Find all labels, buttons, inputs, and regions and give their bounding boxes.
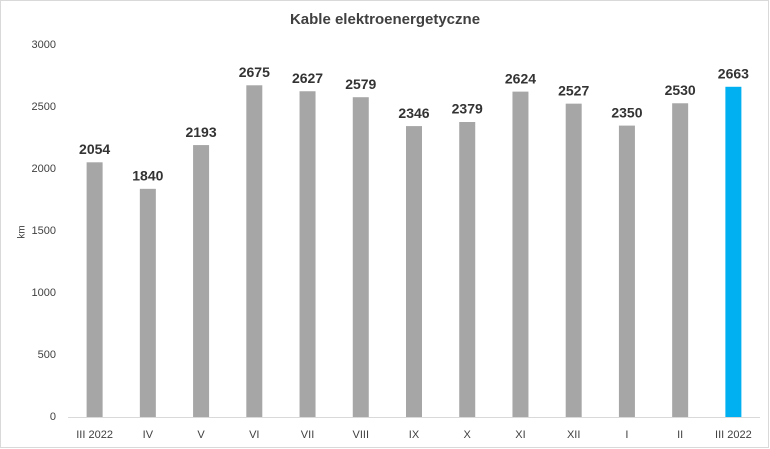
data-label: 2054	[79, 141, 110, 157]
bar	[672, 103, 689, 417]
y-tick-label: 500	[38, 349, 56, 361]
y-tick-label: 3000	[32, 39, 56, 51]
data-label: 2627	[292, 70, 323, 86]
bar	[352, 97, 369, 417]
data-label: 2350	[611, 104, 642, 120]
bar	[618, 125, 635, 417]
x-tick-label: VIII	[353, 429, 370, 441]
data-label: 2579	[345, 76, 376, 92]
x-tick-label: V	[197, 429, 205, 441]
data-label: 2663	[718, 65, 749, 81]
y-tick-label: 0	[50, 411, 56, 423]
data-label: 2379	[452, 101, 483, 117]
x-tick-label: XI	[515, 429, 525, 441]
bar	[459, 122, 476, 417]
data-label: 2193	[185, 124, 216, 140]
x-tick-label: IV	[143, 429, 154, 441]
bar	[246, 85, 263, 418]
x-tick-label: IX	[409, 429, 420, 441]
data-label: 2530	[665, 82, 696, 98]
x-tick-label: III 2022	[715, 429, 752, 441]
x-tick-label: II	[677, 429, 683, 441]
y-tick-label: 2500	[32, 101, 56, 113]
bar	[299, 91, 316, 417]
x-tick-label: III 2022	[76, 429, 113, 441]
data-label: 2346	[398, 105, 429, 121]
y-tick-label: 2000	[32, 163, 56, 175]
bar	[86, 162, 103, 417]
y-tick-label: 1500	[32, 225, 56, 237]
data-label: 1840	[132, 168, 163, 184]
y-axis-label: km	[17, 225, 28, 238]
x-tick-label: VI	[249, 429, 259, 441]
y-tick-label: 1000	[32, 287, 56, 299]
data-label: 2675	[239, 64, 270, 80]
data-label: 2527	[558, 82, 589, 98]
bar	[406, 126, 422, 417]
data-label: 2624	[505, 70, 536, 86]
x-tick-label: I	[625, 429, 628, 441]
bar	[193, 145, 210, 417]
bar	[565, 103, 582, 417]
x-tick-label: VII	[301, 429, 314, 441]
bar	[725, 86, 742, 418]
bar	[139, 188, 156, 417]
x-tick-label: XII	[567, 429, 580, 441]
x-tick-label: X	[464, 429, 472, 441]
chart-title: Kable elektroenergetyczne	[290, 11, 480, 28]
bar	[512, 91, 529, 418]
